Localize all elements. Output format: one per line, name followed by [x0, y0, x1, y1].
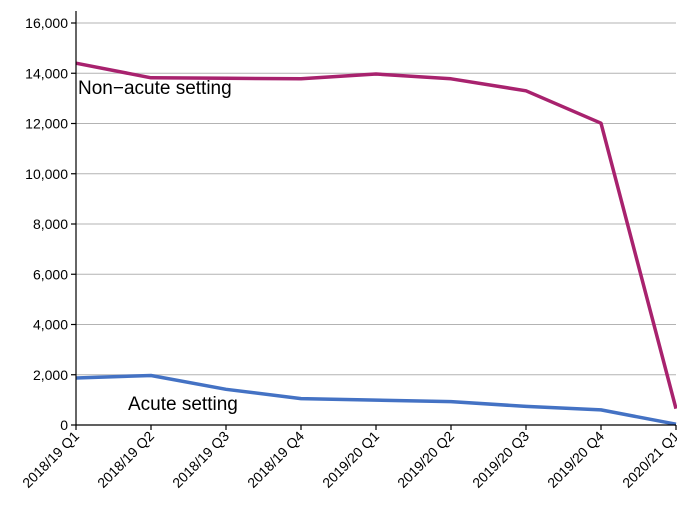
y-tick-label-5: 10,000 [25, 166, 68, 182]
y-tick-label-4: 8,000 [33, 216, 68, 232]
x-tick-label-4: 2019/20 Q1 [319, 428, 382, 491]
x-tick-label-2: 2018/19 Q3 [169, 428, 232, 491]
x-tick-label-1: 2018/19 Q2 [94, 428, 157, 491]
series-label-2: Acute setting [128, 394, 238, 415]
series-label-1: Non−acute setting [78, 78, 232, 99]
x-tick-label-0: 2018/19 Q1 [19, 428, 82, 491]
series-line-1 [75, 61, 677, 410]
y-tick-label-3: 6,000 [33, 266, 68, 282]
label-layer: Non−acute setting Acute setting [78, 78, 238, 415]
x-tick-label-7: 2019/20 Q4 [544, 428, 607, 491]
grid-layer [76, 22, 676, 376]
series-line-2 [75, 373, 677, 426]
x-tick-label-3: 2018/19 Q4 [244, 428, 307, 491]
y-tick-label-0: 0 [60, 417, 68, 433]
y-tick-label-8: 16,000 [25, 15, 68, 31]
y-tick-label-2: 4,000 [33, 317, 68, 333]
x-tick-label-5: 2019/20 Q2 [394, 428, 457, 491]
x-tick-label-8: 2020/21 Q1 [619, 428, 677, 491]
series-layer [75, 61, 677, 426]
y-tick-label-7: 14,000 [25, 65, 68, 81]
y-tick-label-6: 12,000 [25, 116, 68, 132]
y-tick-label-1: 2,000 [33, 367, 68, 383]
x-tick-label-6: 2019/20 Q3 [469, 428, 532, 491]
